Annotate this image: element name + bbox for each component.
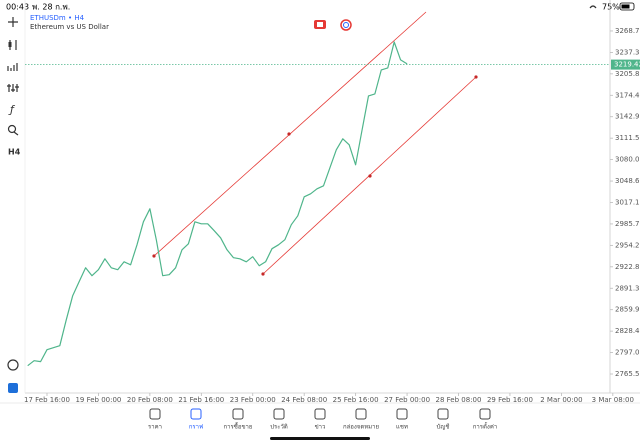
x-tick-label: 17 Feb 16:00 [24,396,70,404]
y-tick-label: 3268.75 [615,27,640,35]
left-toolbar: ƒ H4 [7,17,21,393]
nav-label[interactable]: กราฟ [189,424,203,431]
y-tick-label: 2922.80 [615,263,640,271]
nav-icon[interactable] [232,408,244,420]
trade-button-mark [317,22,323,27]
nav-icon[interactable] [479,408,491,420]
battery-text: 75% [602,3,620,12]
x-tick-label: 3 Mar 08:00 [592,396,634,404]
status-time: 00:43 [6,3,29,12]
x-tick-label: 23 Feb 00:00 [230,396,276,404]
status-date: พ. 28 ก.พ. [32,3,70,12]
trend-point[interactable] [261,272,265,276]
y-tick-label: 2828.45 [615,327,640,335]
x-tick-label: 19 Feb 00:00 [75,396,121,404]
bottom-nav: ราคา กราฟ การซื้อขาย ประวัติ ข่าว กล่องจดหมาย… [148,408,497,431]
trend-point[interactable] [474,75,478,79]
y-tick-label: 3048.60 [615,177,640,185]
signal-button[interactable] [340,19,352,31]
x-tick-label: 24 Feb 08:00 [281,396,327,404]
battery-level [621,4,630,9]
nav-label[interactable]: กล่องจดหมาย [343,424,379,431]
y-tick-label: 2891.35 [615,284,640,292]
nav-label[interactable]: แชท [396,424,408,431]
crosshair-tool[interactable] [8,17,18,27]
function-icon[interactable]: ƒ [8,103,16,116]
home-indicator [270,437,370,440]
nav-icon[interactable] [355,408,367,420]
indicator-tool[interactable] [7,84,19,92]
x-tick-label: 21 Feb 16:00 [178,396,224,404]
symbol-subtitle: Ethereum vs US Dollar [30,23,109,31]
timeframe-button[interactable]: H4 [8,148,21,157]
x-tick-label: 27 Feb 00:00 [384,396,430,404]
price-line [27,41,408,367]
nav-label[interactable]: ข่าว [315,424,326,431]
x-tick-label: 25 Feb 16:00 [333,396,379,404]
trend-point[interactable] [152,254,156,258]
nav-icon[interactable] [396,408,408,420]
current-price-label: 3219.42 [614,61,640,69]
y-tick-label: 3174.40 [615,91,640,99]
trend-point[interactable] [368,174,372,178]
nav-label[interactable]: บัญชี [437,423,450,431]
current-price-box [611,59,640,70]
nav-icon[interactable] [314,408,326,420]
nav-icon[interactable] [190,408,202,420]
x-tick-label: 29 Feb 16:00 [487,396,533,404]
y-tick-label: 3237.30 [615,48,640,56]
x-tick-label: 2 Mar 00:00 [540,396,582,404]
battery-icon [619,2,635,11]
nav-label[interactable]: ประวัติ [270,424,288,431]
objects-tool[interactable] [7,124,17,134]
chart-status-icon[interactable] [7,359,19,371]
x-tick-label: 28 Feb 08:00 [436,396,482,404]
candle-icon [8,42,12,47]
y-tick-label: 2985.70 [615,220,640,228]
y-tick-label: 2797.00 [615,349,640,357]
trend-point[interactable] [287,132,291,136]
trend-channel[interactable] [152,11,478,276]
nav-label[interactable]: ราคา [148,424,162,431]
nav-label[interactable]: การซื้อขาย [224,421,253,431]
y-tick-label: 2859.90 [615,306,640,314]
y-tick-label: 3111.50 [615,134,640,142]
volume-tool[interactable] [7,63,18,71]
y-tick-label: 2765.55 [615,370,640,378]
app-logo[interactable] [8,383,18,393]
y-tick-label: 2954.25 [615,241,640,249]
signal-button-inner [343,22,349,28]
nav-label[interactable]: การตั้งค่า [473,421,497,431]
y-tick-label: 3142.95 [615,113,640,121]
nav-icon[interactable] [437,408,449,420]
nav-icon[interactable] [273,408,285,420]
symbol-title: ETHUSDm • H4 [30,14,85,22]
y-tick-label: 3205.85 [615,70,640,78]
y-tick-label: 3080.05 [615,156,640,164]
y-tick-label: 3017.15 [615,198,640,206]
objects-tool-handle [13,131,19,136]
x-tick-label: 20 Feb 08:00 [127,396,173,404]
nav-icon[interactable] [149,408,161,420]
wifi-icon [589,5,597,9]
